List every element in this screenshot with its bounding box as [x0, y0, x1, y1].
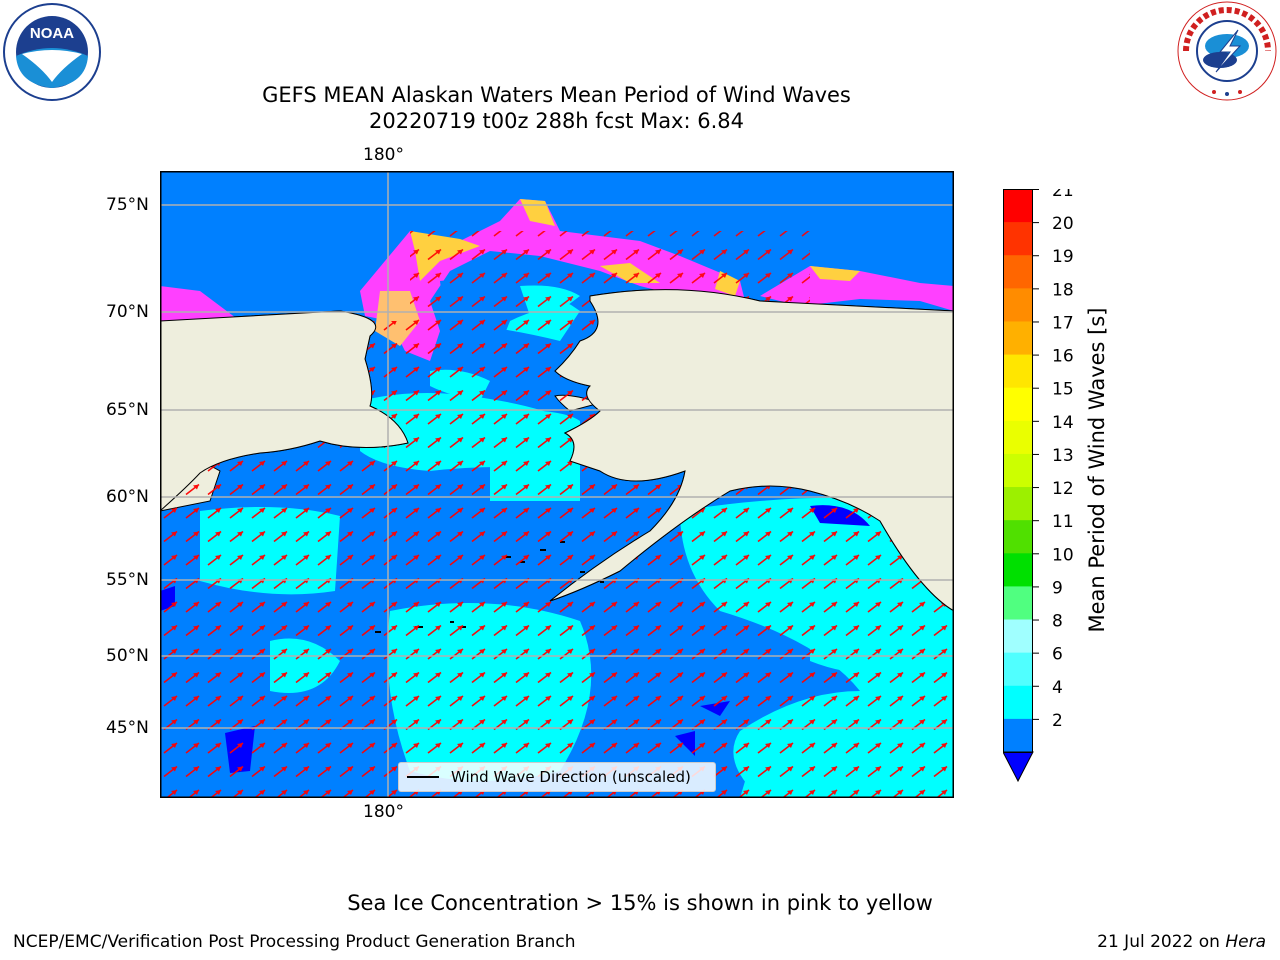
lat-label-55: 55°N — [106, 570, 149, 590]
colorbar-band — [1003, 453, 1033, 488]
colorbar-band — [1003, 619, 1033, 654]
footer-host: Hera — [1225, 932, 1266, 952]
colorbar-band — [1003, 255, 1033, 289]
colorbar-band — [1003, 288, 1033, 322]
colorbar-tick-label: 9 — [1052, 578, 1063, 598]
legend-label: Wind Wave Direction (unscaled) — [451, 768, 691, 786]
colorbar-extend-arrow — [1003, 751, 1034, 783]
colorbar-band — [1003, 586, 1033, 621]
footer-date: 21 Jul 2022 on Hera — [1097, 932, 1266, 952]
map-legend: Wind Wave Direction (unscaled) — [398, 762, 716, 792]
footer-credit: NCEP/EMC/Verification Post Processing Pr… — [13, 932, 576, 952]
land-siberia-cover — [160, 310, 409, 512]
colorbar-tick-label: 21 — [1052, 189, 1074, 201]
colorbar-tick-label: 18 — [1052, 280, 1074, 300]
lat-label-60: 60°N — [106, 487, 149, 507]
colorbar-tick-label: 6 — [1052, 645, 1063, 665]
legend-line-swatch — [407, 776, 439, 778]
colorbar: 21 20 19 18 17 16 15 14 13 12 11 10 9 8 6 4 2 — [1003, 189, 1074, 783]
colorbar-band — [1003, 321, 1033, 356]
map-plot — [160, 171, 954, 798]
colorbar-tick-label: 12 — [1052, 479, 1074, 499]
colorbar-band — [1003, 189, 1033, 223]
colorbar-tick-label: 8 — [1052, 612, 1063, 632]
colorbar-band — [1003, 553, 1033, 587]
colorbar-tick-label: 2 — [1052, 711, 1063, 731]
colorbar-band — [1003, 718, 1033, 753]
colorbar-title: Mean Period of Wind Waves [s] — [1085, 307, 1109, 633]
colorbar-tick-label: 4 — [1052, 678, 1063, 698]
colorbar-tick-label: 13 — [1052, 446, 1074, 466]
chart-title: GEFS MEAN Alaskan Waters Mean Period of … — [262, 83, 851, 107]
lat-label-45: 45°N — [106, 718, 149, 738]
sea-ice-note: Sea Ice Concentration > 15% is shown in … — [347, 891, 933, 915]
colorbar-band — [1003, 222, 1033, 256]
colorbar-tick-label: 10 — [1052, 545, 1074, 565]
colorbar-tick-label: 16 — [1052, 347, 1074, 367]
colorbar-tick-label: 17 — [1052, 313, 1074, 333]
chart-subtitle: 20220719 t00z 288h fcst Max: 6.84 — [369, 109, 744, 133]
colorbar-band — [1003, 685, 1033, 720]
nws-logo — [1177, 1, 1277, 101]
noaa-logo: NOAA — [3, 3, 101, 101]
colorbar-tick-label: 15 — [1052, 380, 1074, 400]
colorbar-tick-label: 11 — [1052, 512, 1074, 532]
colorbar-band — [1003, 652, 1033, 687]
lat-label-75: 75°N — [106, 195, 149, 215]
colorbar-tick-label: 14 — [1052, 413, 1074, 433]
colorbar-tick-label: 20 — [1052, 214, 1074, 234]
colorbar-tick-label: 19 — [1052, 247, 1074, 267]
footer-date-text: 21 Jul 2022 on — [1097, 932, 1226, 952]
land-alaska-cover — [549, 289, 954, 612]
colorbar-band — [1003, 520, 1033, 554]
colorbar-band — [1003, 354, 1033, 389]
lat-label-70: 70°N — [106, 302, 149, 322]
colorbar-band — [1003, 387, 1033, 422]
lat-label-50: 50°N — [106, 646, 149, 666]
lat-label-65: 65°N — [106, 400, 149, 420]
lon-label-bottom: 180° — [363, 802, 404, 822]
map-gridlines — [160, 171, 954, 798]
colorbar-band — [1003, 487, 1033, 521]
lon-label-top: 180° — [363, 145, 404, 165]
noaa-logo-text: NOAA — [30, 25, 74, 42]
colorbar-band — [1003, 420, 1033, 455]
